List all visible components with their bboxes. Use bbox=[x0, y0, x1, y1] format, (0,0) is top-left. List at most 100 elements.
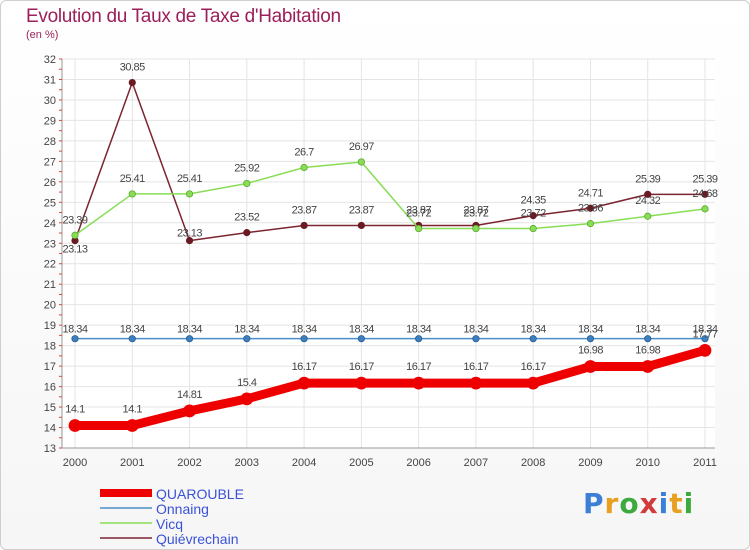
y-tick-label: 16 bbox=[44, 382, 56, 394]
y-tick-label: 17 bbox=[44, 361, 56, 373]
logo-letter: P bbox=[583, 487, 605, 520]
data-label: 18.34 bbox=[234, 324, 259, 336]
data-label: 18.34 bbox=[521, 324, 546, 336]
logo-letter: x bbox=[639, 487, 659, 520]
proxiti-logo: Proxiti bbox=[583, 487, 694, 520]
legend-label: Onnaing bbox=[156, 501, 209, 517]
data-point bbox=[125, 419, 139, 432]
data-point bbox=[185, 335, 194, 343]
data-label: 23.87 bbox=[349, 204, 374, 216]
data-point bbox=[529, 224, 537, 233]
data-label: 17.77 bbox=[692, 328, 717, 340]
chart-unit: (en %) bbox=[26, 29, 59, 41]
data-point bbox=[701, 335, 709, 343]
y-tick-label: 14 bbox=[44, 423, 56, 435]
data-point bbox=[586, 335, 595, 343]
y-tick-label: 20 bbox=[44, 300, 56, 312]
x-tick-label: 2003 bbox=[235, 457, 259, 469]
data-label: 18.34 bbox=[406, 324, 431, 336]
data-point bbox=[584, 360, 597, 373]
data-point bbox=[586, 220, 595, 228]
y-tick-label: 25 bbox=[44, 197, 56, 209]
data-point bbox=[469, 376, 483, 390]
data-label: 30.85 bbox=[120, 62, 145, 74]
series-line-vicq bbox=[74, 161, 706, 237]
series-line-quiévrechain bbox=[74, 81, 706, 242]
legend-label: Vicq bbox=[156, 516, 183, 532]
data-point bbox=[243, 229, 251, 237]
data-label: 16.98 bbox=[578, 345, 603, 357]
data-label: 24.35 bbox=[521, 195, 546, 207]
data-point bbox=[529, 212, 537, 220]
data-label: 23.87 bbox=[463, 204, 488, 216]
x-tick-label: 2007 bbox=[464, 457, 488, 469]
data-label: 25.39 bbox=[635, 173, 660, 185]
data-point bbox=[415, 335, 423, 343]
data-point bbox=[701, 205, 709, 213]
x-tick-label: 2010 bbox=[635, 457, 659, 469]
data-label: 16.17 bbox=[463, 361, 488, 373]
y-tick-label: 24 bbox=[44, 218, 56, 230]
data-point bbox=[357, 221, 365, 230]
data-point bbox=[128, 190, 136, 198]
data-point bbox=[644, 190, 652, 198]
data-point bbox=[701, 190, 709, 198]
data-label: 23.13 bbox=[62, 244, 87, 256]
data-label: 16.17 bbox=[292, 361, 317, 373]
data-label: 24.68 bbox=[692, 188, 717, 200]
data-label: 18.34 bbox=[292, 324, 317, 336]
data-label: 18.34 bbox=[578, 324, 603, 336]
plot-area bbox=[62, 59, 715, 448]
series-line-quarouble bbox=[70, 345, 710, 430]
data-point bbox=[300, 335, 308, 343]
data-label: 18.34 bbox=[463, 324, 488, 336]
chart-title: Evolution du Taux de Taxe d'Habitation bbox=[26, 6, 341, 27]
data-label: 23.72 bbox=[521, 208, 546, 220]
x-tick-label: 2004 bbox=[292, 457, 316, 469]
x-tick-label: 2011 bbox=[693, 457, 717, 469]
data-point bbox=[526, 376, 540, 390]
logo-letter: t bbox=[669, 487, 684, 520]
data-point bbox=[71, 335, 79, 343]
data-point bbox=[529, 335, 537, 343]
data-point bbox=[472, 224, 480, 233]
data-label: 23.87 bbox=[406, 204, 431, 216]
data-label: 26.97 bbox=[349, 141, 374, 153]
data-label: 14.1 bbox=[65, 403, 85, 415]
data-point bbox=[300, 221, 308, 230]
data-label: 24.71 bbox=[578, 187, 603, 199]
data-label: 23.87 bbox=[292, 204, 317, 216]
data-point bbox=[240, 392, 254, 406]
x-tick-label: 2000 bbox=[63, 457, 87, 469]
data-label: 14.81 bbox=[177, 389, 202, 401]
data-point bbox=[415, 224, 423, 233]
data-label: 25.41 bbox=[177, 173, 202, 185]
logo-letter: i bbox=[683, 487, 695, 520]
data-label: 15.4 bbox=[237, 377, 257, 389]
logo-letter: r bbox=[604, 487, 620, 520]
data-label: 26.7 bbox=[294, 147, 314, 159]
data-label: 25.92 bbox=[234, 162, 259, 174]
y-tick-label: 22 bbox=[44, 259, 56, 271]
data-label: 23.52 bbox=[234, 212, 259, 224]
legend-label: QUAROUBLE bbox=[156, 486, 244, 502]
data-label: 18.34 bbox=[177, 324, 202, 336]
data-label: 16.98 bbox=[635, 345, 660, 357]
data-label: 16.17 bbox=[521, 361, 546, 373]
y-tick-label: 23 bbox=[44, 238, 56, 250]
data-label: 14.1 bbox=[123, 403, 143, 415]
y-tick-label: 29 bbox=[44, 115, 56, 127]
data-point bbox=[354, 376, 368, 390]
x-tick-label: 2006 bbox=[406, 457, 430, 469]
y-tick-label: 13 bbox=[44, 443, 56, 455]
data-point bbox=[412, 376, 426, 390]
data-label: 23.96 bbox=[578, 203, 603, 215]
x-tick-label: 2008 bbox=[521, 457, 545, 469]
x-tick-label: 2001 bbox=[120, 457, 144, 469]
data-label: 23.72 bbox=[463, 208, 488, 220]
data-point bbox=[243, 335, 251, 343]
data-point bbox=[644, 335, 652, 343]
data-label: 18.34 bbox=[120, 324, 145, 336]
y-tick-label: 27 bbox=[44, 156, 56, 168]
data-label: 24.32 bbox=[635, 195, 660, 207]
